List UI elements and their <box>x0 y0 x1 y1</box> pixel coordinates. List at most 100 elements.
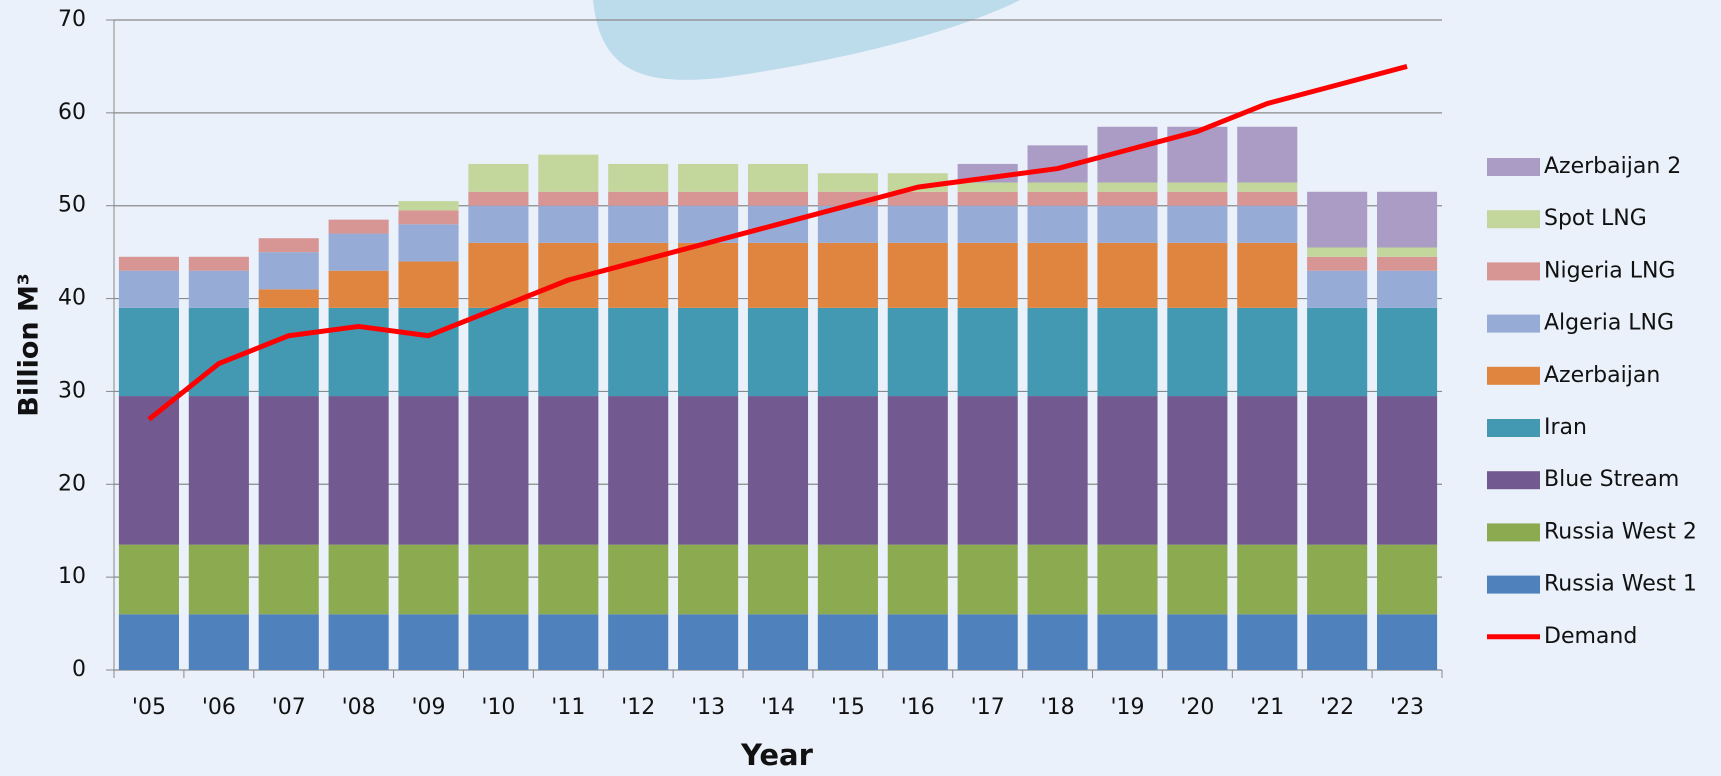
bar-segment <box>747 544 809 615</box>
y-axis-label: Billion M³ <box>14 273 45 416</box>
x-tick-label: '07 <box>272 695 306 720</box>
bar-segment <box>608 544 669 615</box>
demand-line <box>147 64 1408 422</box>
bar-segment <box>1307 191 1368 248</box>
bar-segment <box>1097 307 1158 397</box>
bar-segment <box>1376 307 1438 397</box>
bar-segment <box>678 163 739 192</box>
bar-segment <box>887 614 948 670</box>
bar-segment <box>1307 614 1368 670</box>
bar-segment <box>118 256 180 271</box>
y-tick-label: 30 <box>58 378 86 403</box>
bar-segment <box>538 205 599 243</box>
legend-label: Iran <box>1544 415 1587 440</box>
bar-segment <box>1027 182 1088 192</box>
bar-segment <box>957 614 1018 670</box>
legend-swatch <box>1487 419 1540 437</box>
y-tick-label: 70 <box>58 7 86 32</box>
bar-segment <box>468 614 529 670</box>
bar-segment <box>538 544 599 615</box>
bar-segment <box>887 205 948 243</box>
legend-swatch <box>1487 366 1540 385</box>
bar-segment <box>1097 242 1158 308</box>
bar-segment <box>398 307 459 397</box>
bar-segment <box>887 307 948 397</box>
bar-segment <box>398 544 459 615</box>
bar-segment <box>678 191 739 206</box>
bar-segment <box>1097 182 1158 192</box>
bar-segment <box>1237 242 1298 308</box>
bar-segment <box>957 544 1018 615</box>
bar-segment <box>678 396 739 545</box>
bar-segment <box>1307 307 1368 397</box>
x-tick-label: '23 <box>1390 695 1424 720</box>
bar-segment <box>188 256 249 271</box>
x-tick-label: '19 <box>1110 695 1144 720</box>
bar-segment <box>1237 544 1298 615</box>
bar-segment <box>747 163 809 192</box>
bar-segment <box>1027 544 1088 615</box>
bar-segment <box>1376 544 1438 615</box>
y-tick-label: 60 <box>58 100 86 125</box>
bar-segment <box>1237 307 1298 397</box>
bar-segment <box>398 614 459 670</box>
bar-segment <box>468 191 529 206</box>
x-tick-label: '22 <box>1320 695 1354 720</box>
bar-segment <box>887 191 948 206</box>
legend-label: Russia West 2 <box>1544 519 1697 544</box>
x-tick-label: '12 <box>621 695 655 720</box>
bar-segment <box>747 191 809 206</box>
bar-segment <box>328 219 389 234</box>
bar-segment <box>1376 396 1438 545</box>
bar-segment <box>118 614 180 670</box>
legend-swatch <box>1487 471 1540 490</box>
bar-segment <box>1027 242 1088 308</box>
bar-segment <box>957 205 1018 243</box>
bar-segment <box>817 307 878 397</box>
bar-segment <box>188 544 249 615</box>
bar-segment <box>538 307 599 397</box>
bar-segment <box>957 182 1018 192</box>
bar-segment <box>957 191 1018 206</box>
bar-segment <box>608 242 669 308</box>
x-tick-label: '16 <box>901 695 935 720</box>
x-tick-label: '18 <box>1041 695 1075 720</box>
bar-segment <box>608 396 669 545</box>
bar-segment <box>1027 205 1088 243</box>
bar-segment <box>258 289 319 308</box>
bar-segment <box>1167 307 1228 397</box>
bar-segment <box>1167 191 1228 206</box>
bar-segment <box>608 307 669 397</box>
bar-segment <box>188 270 249 308</box>
legend-swatch <box>1487 575 1540 594</box>
bar-segment <box>1376 191 1438 248</box>
bar-segment <box>1097 191 1158 206</box>
bar-segment <box>468 205 529 243</box>
x-tick-label: '13 <box>691 695 725 720</box>
bar-segment <box>817 396 878 545</box>
bar-segment <box>1307 396 1368 545</box>
bar-segment <box>1237 614 1298 670</box>
bar-segment <box>957 396 1018 545</box>
bar-segment <box>328 396 389 545</box>
bar-segment <box>1027 191 1088 206</box>
bar-segment <box>328 544 389 615</box>
bar-segment <box>258 307 319 397</box>
x-tick-label: '21 <box>1250 695 1284 720</box>
bar-segment <box>468 307 529 397</box>
legend-label: Russia West 1 <box>1544 572 1697 597</box>
bar-segment <box>398 396 459 545</box>
bar-segment <box>398 261 459 308</box>
bar-segment <box>118 307 180 397</box>
x-tick-label: '11 <box>551 695 585 720</box>
bar-segment <box>538 154 599 192</box>
legend-label: Demand <box>1544 624 1637 649</box>
bar-segment <box>817 544 878 615</box>
x-tick-label: '08 <box>342 695 376 720</box>
bar-segment <box>1237 182 1298 192</box>
bar-segment <box>258 396 319 545</box>
bar-segment <box>747 307 809 397</box>
bar-segment <box>1307 256 1368 271</box>
x-tick-label: '15 <box>831 695 865 720</box>
bar-segment <box>747 396 809 545</box>
